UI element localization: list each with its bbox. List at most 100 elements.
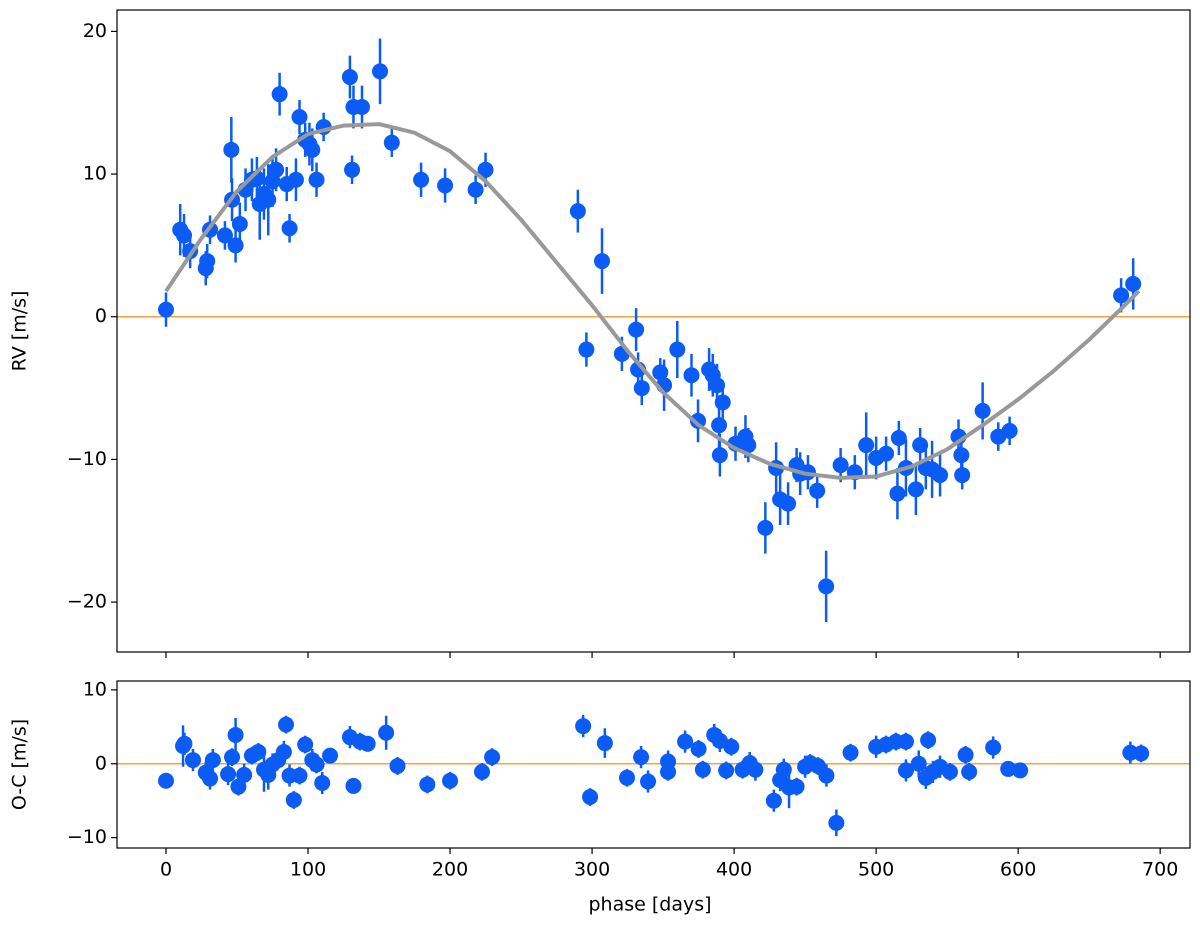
data-point (308, 756, 325, 773)
data-point (268, 161, 285, 178)
x-tick-label: 500 (858, 859, 894, 881)
data-point (633, 380, 650, 397)
data-point (740, 437, 757, 454)
data-point (683, 367, 700, 384)
data-point (389, 757, 406, 774)
x-tick-label: 400 (716, 859, 752, 881)
data-point (344, 161, 361, 178)
y-axis-label: RV [m/s] (9, 291, 31, 372)
data-point (419, 776, 436, 793)
data-point (216, 227, 233, 244)
x-tick-label: 300 (574, 859, 610, 881)
data-point (287, 171, 304, 188)
data-point (818, 767, 835, 784)
data-point (711, 447, 728, 464)
data-point (236, 766, 253, 783)
data-point (314, 774, 331, 791)
data-point (961, 763, 978, 780)
x-tick-label: 0 (160, 859, 172, 881)
x-tick-label: 700 (1142, 859, 1178, 881)
x-tick-label: 200 (432, 859, 468, 881)
data-point (957, 746, 974, 763)
data-point (714, 394, 731, 411)
data-point (383, 134, 400, 151)
data-point (176, 735, 193, 752)
axes-frame (116, 9, 1191, 653)
data-point (291, 109, 308, 125)
data-point (157, 301, 174, 318)
data-point (1012, 762, 1029, 779)
data-point (723, 738, 740, 755)
data-point (640, 773, 657, 790)
data-point (1125, 275, 1142, 292)
data-point (932, 467, 949, 484)
data-point (890, 430, 907, 446)
data-point (594, 253, 611, 270)
data-point (220, 766, 237, 783)
data-point (694, 761, 711, 778)
y-tick-label: 0 (95, 305, 107, 327)
data-point (297, 736, 314, 753)
axes-frame (116, 680, 1191, 849)
data-point (897, 733, 914, 750)
data-point (889, 485, 906, 502)
data-point (818, 578, 835, 595)
data-point (858, 437, 875, 454)
data-point (941, 763, 958, 780)
data-point (308, 171, 325, 188)
data-point (281, 220, 298, 237)
data-point (477, 161, 494, 178)
data-point (910, 755, 927, 772)
data-point (578, 341, 595, 358)
y-tick-label: −10 (67, 448, 107, 470)
data-point (711, 417, 728, 434)
data-point (467, 181, 484, 198)
data-point (1133, 745, 1150, 762)
data-point (285, 791, 302, 808)
data-point (912, 437, 929, 454)
data-point (223, 141, 240, 158)
data-point (582, 789, 599, 806)
model-line (164, 122, 1141, 480)
data-point (413, 171, 430, 188)
data-point (442, 772, 459, 789)
data-point (575, 718, 592, 735)
y-tick-label: 0 (95, 752, 107, 774)
y-tick-label: −10 (67, 826, 107, 848)
x-tick-label: 600 (1000, 859, 1036, 881)
data-point (1001, 422, 1018, 439)
data-point (227, 237, 244, 254)
y-tick-label: 10 (83, 678, 107, 700)
data-point (437, 177, 454, 194)
data-point (757, 519, 774, 536)
data-point (633, 749, 650, 766)
data-point (718, 762, 735, 779)
data-point (359, 735, 376, 752)
data-point (953, 447, 970, 464)
data-point (628, 321, 645, 338)
y-axis-label: O-C [m/s] (9, 719, 31, 810)
data-point (954, 467, 971, 484)
data-point (484, 749, 501, 766)
data-point (709, 377, 726, 394)
y-tick-label: −20 (67, 591, 107, 613)
data-point (353, 99, 370, 116)
data-point (828, 814, 845, 831)
data-point (765, 792, 782, 809)
data-point (199, 253, 216, 270)
data-point (345, 777, 362, 794)
data-point (907, 481, 924, 498)
data-point (669, 341, 686, 358)
data-point (677, 733, 694, 750)
data-point (322, 747, 339, 764)
data-point (304, 141, 321, 158)
data-point (1000, 760, 1017, 777)
data-point (809, 482, 826, 499)
data-point (985, 739, 1002, 756)
data-point (260, 191, 277, 208)
data-point (747, 761, 764, 778)
data-point (341, 69, 358, 86)
data-point (1113, 287, 1130, 304)
y-tick-label: 10 (83, 163, 107, 185)
